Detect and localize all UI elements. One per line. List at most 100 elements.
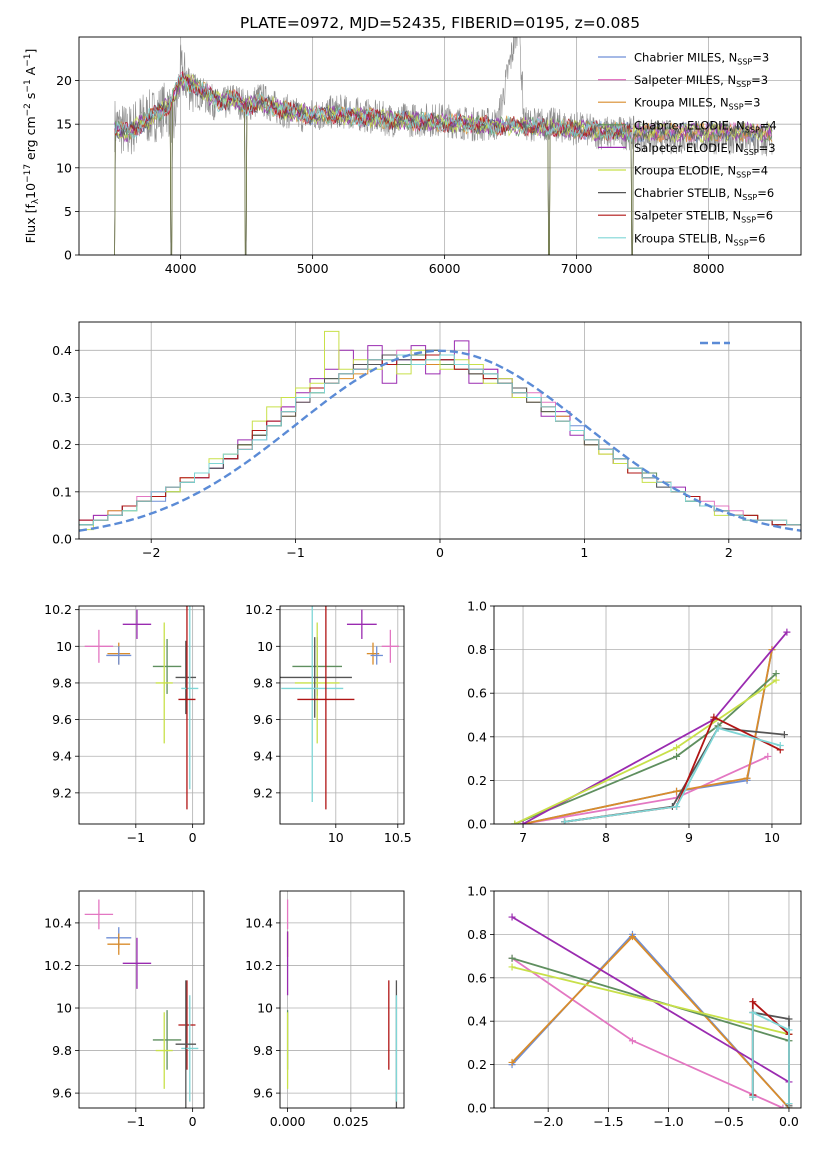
y-tick-label: 0.6 [467,970,487,985]
y-axis-label-part: −1 [23,79,33,92]
x-tick-label: −2.0 [533,1114,563,1129]
plot-area [79,330,801,532]
x-tick-label: 10 [764,830,780,845]
mass-weight-marker [508,963,516,971]
y-axis-label-part: A [23,66,38,79]
legend-name: Salpeter STELIB, N [634,209,741,223]
panel-residuals: −2 −1 0 1 2 0.0 0.1 0.2 0.3 0.4 [52,321,802,560]
legend-entry: Chabrier ELODIE, NSSP=4 [634,118,777,134]
legend-entry: Kroupa MILES, NSSP=3 [634,96,760,112]
y-tick-label: 0.1 [52,484,72,499]
legend-name: Kroupa ELODIE, N [634,164,736,178]
figure-title: PLATE=0972, MJD=52435, FIBERID=0195, z=0… [240,14,640,32]
legend-entry: Salpeter ELODIE, NSSP=3 [634,141,776,157]
y-tick-label: 10 [56,160,72,175]
x-tick-label: 0 [189,830,197,845]
mass-weight-marker [772,676,780,684]
legend-entry: Chabrier STELIB, NSSP=6 [634,186,774,202]
mass-weight-marker [508,954,516,962]
y-tick-label: 9.6 [253,712,273,727]
y-tick-label: 0.2 [52,437,72,452]
panel-age_vs_mass: 10 10.5 9.2 9.4 9.6 9.8 10 10.2 [245,602,412,845]
y-tick-label: 0.0 [52,532,72,547]
legend-subscript: SSP [736,80,751,89]
y-tick-label: 10.2 [44,958,72,973]
plot-area [511,628,791,824]
x-tick-label: 0.0 [779,1114,799,1129]
x-tick-label: 0.025 [333,1114,369,1129]
legend-nssp: =3 [759,141,776,155]
histogram-step-line [79,354,801,526]
y-tick-label: 0.2 [467,773,487,788]
legend-subscript: SSP [736,171,751,180]
mass-weight-marker [743,774,751,782]
legend-nssp: =3 [752,51,769,65]
x-tick-label: 4000 [165,261,197,276]
y-tick-label: 0.8 [467,927,487,942]
y-axis-label-part: Flux [f [23,204,38,244]
x-tick-label: −2 [142,545,160,560]
errorbar-point [381,629,400,663]
legend-subscript: SSP [729,103,744,112]
y-tick-label: 0 [64,248,72,263]
y-axis-label: Flux [fλ10−17 erg cm−2 s−1 A−1] [23,49,41,244]
mass-weight-marker [628,1037,636,1045]
y-tick-label: 10.2 [44,602,72,617]
errorbar-point [106,646,132,665]
axes-frame [493,890,802,1109]
y-tick-label: 9.4 [253,749,273,764]
mass-weight-marker [749,1009,757,1017]
panel-mass_vs_Z: −1 0 9.6 9.8 10 10.2 10.4 [44,890,205,1129]
y-tick-label: 0.8 [467,642,487,657]
y-axis-label-part: λ [31,198,41,204]
errorbar-point [294,622,340,744]
y-tick-label: 0.4 [52,343,72,358]
y-tick-label: 9.8 [253,675,273,690]
y-tick-label: 10.2 [245,602,273,617]
mass-weight-marker [749,998,757,1006]
x-tick-label: 0.000 [270,1114,306,1129]
errorbar-point [175,640,197,715]
x-tick-label: 10 [328,830,344,845]
errorbar-point [297,606,355,810]
y-tick-label: 10 [257,1001,273,1016]
y-tick-label: 0.0 [467,1101,487,1116]
grid [280,606,404,824]
errorbar-point [178,606,196,810]
legend-name: Salpeter ELODIE, N [634,141,744,155]
y-tick-label: 10 [56,639,72,654]
y-tick-label: 9.6 [52,712,72,727]
mass-weight-marker [783,628,791,636]
mass-weight-marker [673,787,681,795]
y-axis-label-part: −2 [23,103,33,116]
mass-weight-marker [785,1026,793,1034]
mass-weight-marker [785,1015,793,1023]
x-tick-label: 2 [725,545,733,560]
mass-weight-marker [780,731,788,739]
legend-entry: Kroupa ELODIE, NSSP=4 [634,164,768,180]
legend-subscript: SSP [737,58,752,67]
legend-nssp: =6 [756,209,773,223]
x-tick-label: −1.5 [593,1114,623,1129]
y-tick-label: 0.4 [467,1014,487,1029]
y-tick-label: 9.6 [253,1086,273,1101]
y-tick-label: 0.6 [467,686,487,701]
errorbar-point [84,899,114,930]
mass-weight-marker [779,1104,787,1108]
y-axis-label-part: erg cm [23,116,38,164]
y-tick-label: 10.4 [44,915,72,930]
grid [79,891,204,1108]
x-tick-label: 1 [580,545,588,560]
y-tick-label: 9.8 [253,1043,273,1058]
mass-weight-line [511,916,790,1083]
y-tick-label: 10 [56,1001,72,1016]
ticks: 10 10.5 9.2 9.4 9.6 9.8 10 10.2 [245,602,412,845]
panel-age_vs_Z: −1 0 9.2 9.4 9.6 9.8 10 10.2 [44,602,205,845]
x-tick-label: −1 [127,830,145,845]
errorbar-point [155,1012,173,1089]
mass-weight-marker [673,752,681,760]
y-tick-label: 10.4 [245,915,273,930]
y-axis-label-part: −1 [23,54,33,67]
x-tick-label: −0.5 [714,1114,744,1129]
